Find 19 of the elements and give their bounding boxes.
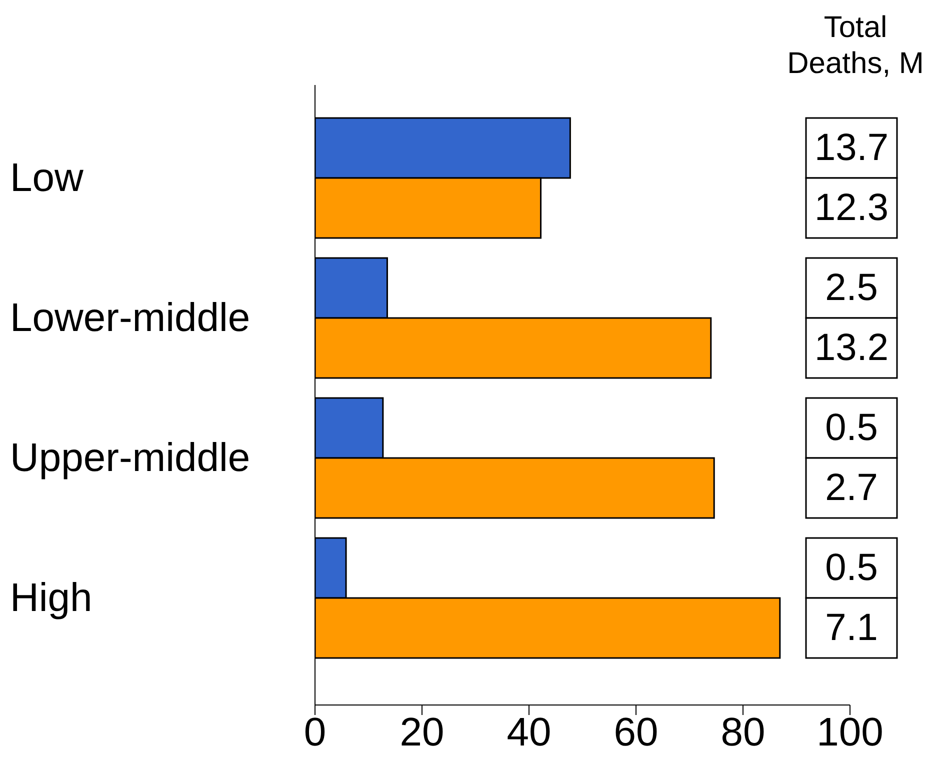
annotation: 12.3 bbox=[814, 187, 888, 229]
text: Total Deaths, M bbox=[786, 10, 925, 82]
y-tick-label: Upper-middle bbox=[10, 436, 250, 480]
annotation: 2.5 bbox=[825, 267, 878, 309]
x-tick-label: 20 bbox=[400, 710, 444, 754]
annotation: 7.1 bbox=[825, 607, 878, 649]
annotation: 0.5 bbox=[825, 407, 878, 449]
x-tick-label: 100 bbox=[816, 710, 884, 754]
y-tick-label: Low bbox=[10, 156, 84, 200]
x-tick-label: 40 bbox=[506, 710, 552, 754]
x-tick-label: 0 bbox=[304, 710, 326, 754]
annotation: 13.2 bbox=[814, 327, 888, 369]
annotation: 13.7 bbox=[814, 127, 888, 169]
y-tick-label: High bbox=[10, 576, 92, 620]
y-tick-label: Lower-middle bbox=[10, 296, 250, 340]
x-tick-label: 60 bbox=[614, 710, 658, 754]
annotation: 0.5 bbox=[825, 547, 878, 589]
annotation: 2.7 bbox=[825, 467, 878, 509]
x-tick-label: 80 bbox=[720, 710, 766, 754]
